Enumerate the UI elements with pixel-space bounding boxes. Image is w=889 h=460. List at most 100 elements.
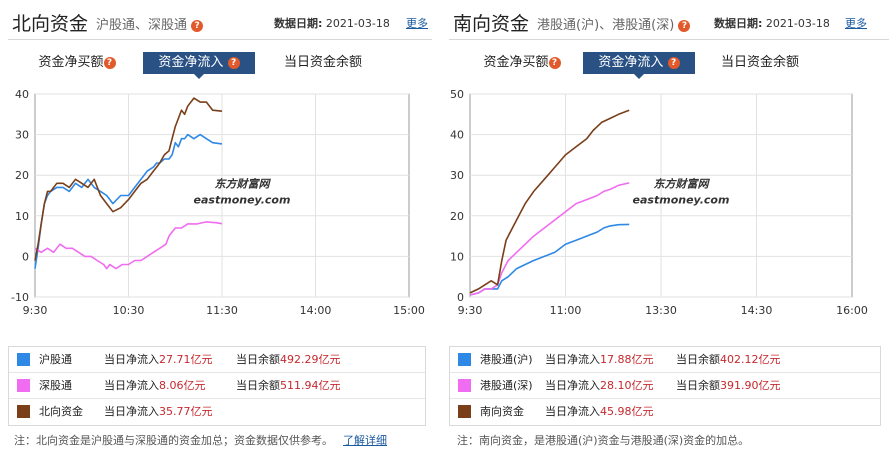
balance-label: 当日余额: [236, 379, 280, 392]
balance-value: 391.90亿元: [720, 379, 781, 392]
x-tick-label: 11:30: [206, 304, 238, 317]
south-date: 数据日期: 2021-03-18: [714, 15, 830, 31]
legend-flow: 当日净流入8.06亿元: [104, 373, 206, 399]
north-chart: -10 0 10 20 30 40 9:30 10:30 11:30 14:00 15:00 东方财富…: [0, 86, 432, 329]
watermark-url: eastmoney.com: [194, 194, 291, 207]
legend-swatch: [458, 405, 471, 418]
south-chart-svg: 0 10 20 30 40 50 9:30 11:00 13:30 14:30 16:00 东方财富网…: [450, 88, 868, 317]
x-tick-label: 15:00: [393, 304, 425, 317]
south-header: 南向资金 港股通(沪)、港股通(深) ? 数据日期: 2021-03-18 更多: [449, 0, 889, 40]
north-subtitle: 沪股通、深股通 ?: [96, 14, 204, 33]
series-line: [34, 97, 223, 261]
flow-value: 27.71亿元: [159, 353, 213, 366]
south-legend: 港股通(沪) 当日净流入17.88亿元 当日余额402.12亿元 港股通(深) …: [449, 346, 881, 426]
north-subtitle-text: 沪股通、深股通: [96, 18, 188, 33]
flow-value: 45.98亿元: [600, 405, 654, 418]
y-tick-label: 40: [15, 88, 29, 101]
north-tabs: 资金净买额? 资金净流入 ? 当日资金余额: [0, 52, 432, 79]
legend-name: 深股通: [39, 379, 72, 392]
legend-flow: 当日净流入45.98亿元: [545, 399, 654, 425]
legend-swatch: [458, 353, 471, 366]
y-tick-label: 30: [15, 129, 29, 142]
tab-balance[interactable]: 当日资金余额: [283, 55, 362, 70]
legend-swatch: [17, 353, 30, 366]
date-value: 2021-03-18: [325, 17, 390, 30]
help-icon[interactable]: ?: [548, 56, 561, 69]
north-title: 北向资金: [12, 13, 89, 35]
tab-net-inflow[interactable]: 资金净流入 ?: [583, 52, 695, 79]
x-tick-label: 14:30: [741, 304, 773, 317]
flow-label: 当日净流入: [104, 405, 159, 418]
tab-net-buy[interactable]: 资金净买额?: [467, 52, 577, 74]
balance-value: 402.12亿元: [720, 353, 781, 366]
tab-net-buy[interactable]: 资金净买额?: [22, 52, 132, 74]
series-line: [34, 133, 223, 269]
south-subtitle: 港股通(沪)、港股通(深) ?: [537, 14, 691, 33]
legend-row: 北向资金 当日净流入35.77亿元: [9, 399, 425, 425]
legend-name: 南向资金: [480, 405, 524, 418]
south-note: 注：南向资金，是港股通(沪)资金与港股通(深)资金的加总。: [457, 434, 750, 447]
help-icon[interactable]: ?: [191, 19, 204, 32]
south-tabs: 资金净买额? 资金净流入 ? 当日资金余额: [441, 52, 889, 79]
legend-row: 沪股通 当日净流入27.71亿元 当日余额492.29亿元: [9, 347, 425, 373]
north-more-link[interactable]: 更多: [406, 17, 428, 30]
x-tick-label: 16:00: [836, 304, 868, 317]
balance-value: 492.29亿元: [280, 353, 341, 366]
legend-row: 港股通(深) 当日净流入28.10亿元 当日余额391.90亿元: [450, 373, 880, 399]
x-tick-label: 9:30: [23, 304, 48, 317]
south-panel: 南向资金 港股通(沪)、港股通(深) ? 数据日期: 2021-03-18 更多…: [441, 0, 889, 460]
north-panel: 北向资金 沪股通、深股通 ? 数据日期: 2021-03-18 更多 资金净买额…: [0, 0, 432, 460]
south-more-link[interactable]: 更多: [845, 17, 867, 30]
watermark-logo: 东方财富网: [654, 178, 711, 191]
tab-net-inflow[interactable]: 资金净流入 ?: [143, 52, 255, 79]
series-line: [469, 109, 630, 294]
north-header: 北向资金 沪股通、深股通 ? 数据日期: 2021-03-18 更多: [8, 0, 432, 40]
y-tick-label: 0: [22, 250, 29, 263]
legend-balance: 当日余额511.94亿元: [236, 373, 341, 399]
legend-flow: 当日净流入28.10亿元: [545, 373, 654, 399]
south-subtitle-text: 港股通(沪)、港股通(深): [537, 18, 675, 33]
legend-name: 北向资金: [39, 405, 83, 418]
help-icon[interactable]: ?: [667, 56, 680, 69]
legend-flow: 当日净流入17.88亿元: [545, 347, 654, 373]
series-line: [469, 182, 630, 296]
tab-label: 资金净买额: [38, 55, 104, 70]
help-icon[interactable]: ?: [103, 56, 116, 69]
flow-label: 当日净流入: [545, 379, 600, 392]
learn-more-link[interactable]: 了解详细: [343, 434, 387, 447]
y-tick-label: 10: [15, 210, 29, 223]
date-value: 2021-03-18: [765, 17, 830, 30]
flow-label: 当日净流入: [545, 353, 600, 366]
balance-label: 当日余额: [236, 353, 280, 366]
legend-balance: 当日余额391.90亿元: [676, 373, 781, 399]
y-tick-label: 50: [450, 88, 464, 101]
balance-label: 当日余额: [676, 353, 720, 366]
north-chart-svg: -10 0 10 20 30 40 9:30 10:30 11:30 14:00 15:00 东方财富…: [11, 88, 425, 317]
help-icon[interactable]: ?: [678, 19, 691, 32]
flow-label: 当日净流入: [104, 353, 159, 366]
x-tick-label: 9:30: [458, 304, 483, 317]
legend-name: 沪股通: [39, 353, 72, 366]
flow-value: 35.77亿元: [159, 405, 213, 418]
x-tick-label: 14:00: [300, 304, 332, 317]
help-icon[interactable]: ?: [227, 56, 240, 69]
legend-swatch: [458, 379, 471, 392]
y-tick-label: 20: [450, 210, 464, 223]
balance-label: 当日余额: [676, 379, 720, 392]
legend-swatch: [17, 405, 30, 418]
flow-label: 当日净流入: [104, 379, 159, 392]
north-date: 数据日期: 2021-03-18: [274, 15, 390, 31]
y-tick-label: -10: [11, 291, 29, 304]
north-note: 注：北向资金是沪股通与深股通的资金加总；资金数据仅供参考。 了解详细: [14, 430, 387, 452]
north-legend: 沪股通 当日净流入27.71亿元 当日余额492.29亿元 深股通 当日净流入8…: [8, 346, 426, 426]
y-tick-label: 0: [457, 291, 464, 304]
legend-flow: 当日净流入27.71亿元: [104, 347, 213, 373]
y-tick-label: 40: [450, 129, 464, 142]
legend-flow: 当日净流入35.77亿元: [104, 399, 213, 425]
x-tick-label: 13:30: [645, 304, 677, 317]
tab-balance[interactable]: 当日资金余额: [720, 55, 799, 70]
south-title: 南向资金: [453, 13, 530, 35]
y-tick-label: 20: [15, 169, 29, 182]
legend-swatch: [17, 379, 30, 392]
balance-value: 511.94亿元: [280, 379, 341, 392]
